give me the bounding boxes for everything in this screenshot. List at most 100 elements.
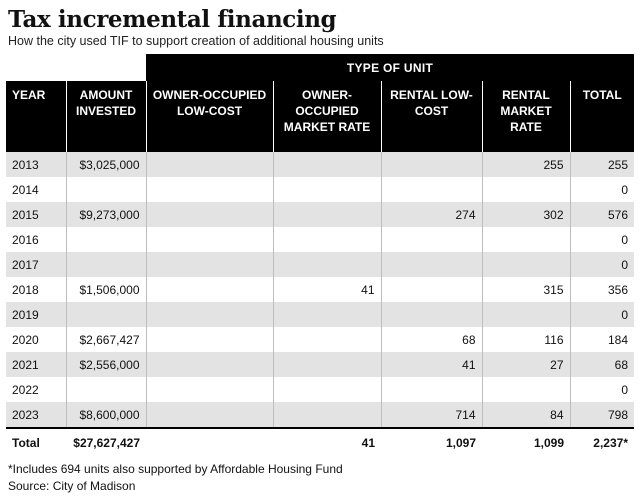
totals-rental-market: 1,099 — [482, 427, 570, 456]
cell-rental-low — [380, 177, 482, 202]
cell-rental-market — [481, 377, 570, 402]
totals-owner-low — [146, 427, 273, 456]
cell-year: 2019 — [6, 302, 66, 327]
cell-owner-market — [272, 177, 381, 202]
totals-amount: $27,627,427 — [66, 427, 146, 456]
cell-rental-market: 84 — [481, 402, 570, 428]
cell-year: 2023 — [6, 402, 66, 428]
cell-rental-low: 714 — [380, 402, 482, 428]
cell-total: 184 — [569, 327, 634, 352]
cell-amount — [65, 177, 146, 202]
cell-rental-low: 41 — [380, 352, 482, 377]
cell-year: 2015 — [6, 202, 66, 227]
cell-owner-low — [145, 202, 273, 227]
cell-amount — [65, 302, 146, 327]
col-header-rental-low: RENTAL LOW-COST — [380, 81, 482, 152]
cell-owner-low — [145, 302, 273, 327]
cell-owner-market — [272, 352, 381, 377]
cell-rental-low — [380, 252, 482, 277]
cell-amount: $2,667,427 — [65, 327, 146, 352]
cell-year: 2013 — [6, 152, 66, 177]
cell-owner-low — [145, 252, 273, 277]
cell-amount — [65, 252, 146, 277]
cell-year: 2014 — [6, 177, 66, 202]
cell-owner-low — [145, 402, 273, 428]
cell-rental-market — [481, 252, 570, 277]
table-row: 2014 0 — [6, 177, 634, 202]
cell-total: 255 — [569, 152, 634, 177]
cell-rental-market: 315 — [481, 277, 570, 302]
table-row: 2017 0 — [6, 252, 634, 277]
source-line: Source: City of Madison — [8, 479, 136, 493]
cell-owner-low — [145, 327, 273, 352]
totals-owner-market: 41 — [273, 427, 381, 456]
cell-rental-low — [380, 377, 482, 402]
cell-rental-market — [481, 302, 570, 327]
totals-label: Total — [6, 427, 66, 456]
cell-amount: $1,506,000 — [65, 277, 146, 302]
cell-total: 798 — [569, 402, 634, 428]
footnote: *Includes 694 units also supported by Af… — [8, 462, 343, 476]
page-subtitle: How the city used TIF to support creatio… — [8, 34, 384, 48]
cell-amount — [65, 377, 146, 402]
cell-owner-low — [145, 177, 273, 202]
table-row: 2019 0 — [6, 302, 634, 327]
col-header-amount: AMOUNT INVESTED — [65, 81, 146, 152]
cell-rental-low — [380, 302, 482, 327]
col-header-owner-market: OWNER-OCCUPIED MARKET RATE — [272, 81, 381, 152]
cell-owner-market — [272, 402, 381, 428]
cell-total: 576 — [569, 202, 634, 227]
cell-total: 0 — [569, 377, 634, 402]
col-header-owner-low: OWNER-OCCUPIED LOW-COST — [145, 81, 273, 152]
group-header-spacer — [6, 54, 146, 81]
cell-owner-market — [272, 377, 381, 402]
cell-total: 0 — [569, 227, 634, 252]
cell-rental-market: 255 — [481, 152, 570, 177]
cell-rental-low — [380, 227, 482, 252]
col-header-total: TOTAL — [569, 81, 634, 152]
table-row: 2016 0 — [6, 227, 634, 252]
cell-rental-market: 116 — [481, 327, 570, 352]
table-row: 2020 $2,667,427 68 116 184 — [6, 327, 634, 352]
col-header-year: YEAR — [6, 81, 66, 152]
cell-year: 2020 — [6, 327, 66, 352]
cell-amount: $9,273,000 — [65, 202, 146, 227]
cell-total: 68 — [569, 352, 634, 377]
col-header-rental-market: RENTAL MARKET RATE — [481, 81, 570, 152]
cell-amount: $2,556,000 — [65, 352, 146, 377]
cell-total: 0 — [569, 252, 634, 277]
cell-amount: $8,600,000 — [65, 402, 146, 428]
cell-total: 0 — [569, 302, 634, 327]
table-body: 2013 $3,025,000 255 255 2014 0 2015 $9,273,000 2… — [6, 152, 634, 428]
cell-year: 2016 — [6, 227, 66, 252]
cell-owner-low — [145, 352, 273, 377]
cell-owner-market — [272, 252, 381, 277]
cell-rental-market: 302 — [481, 202, 570, 227]
table-row: 2023 $8,600,000 714 84 798 — [6, 402, 634, 428]
table-row: 2022 0 — [6, 377, 634, 402]
cell-owner-low — [145, 227, 273, 252]
cell-rental-market — [481, 177, 570, 202]
cell-total: 0 — [569, 177, 634, 202]
tif-table: TYPE OF UNIT YEAR AMOUNT INVESTED OWNER-… — [6, 54, 634, 456]
cell-year: 2021 — [6, 352, 66, 377]
cell-rental-low: 68 — [380, 327, 482, 352]
cell-owner-low — [145, 277, 273, 302]
table-row: 2015 $9,273,000 274 302 576 — [6, 202, 634, 227]
cell-owner-market — [272, 202, 381, 227]
cell-owner-market: 41 — [272, 277, 381, 302]
page-title: Tax incremental financing — [8, 6, 337, 33]
table-row: 2013 $3,025,000 255 255 — [6, 152, 634, 177]
cell-owner-market — [272, 302, 381, 327]
cell-year: 2018 — [6, 277, 66, 302]
cell-owner-low — [145, 152, 273, 177]
cell-rental-low — [380, 277, 482, 302]
cell-amount: $3,025,000 — [65, 152, 146, 177]
cell-total: 356 — [569, 277, 634, 302]
totals-total: 2,237* — [570, 427, 634, 456]
cell-rental-low: 274 — [380, 202, 482, 227]
cell-owner-market — [272, 227, 381, 252]
cell-owner-market — [272, 327, 381, 352]
cell-rental-low — [380, 152, 482, 177]
